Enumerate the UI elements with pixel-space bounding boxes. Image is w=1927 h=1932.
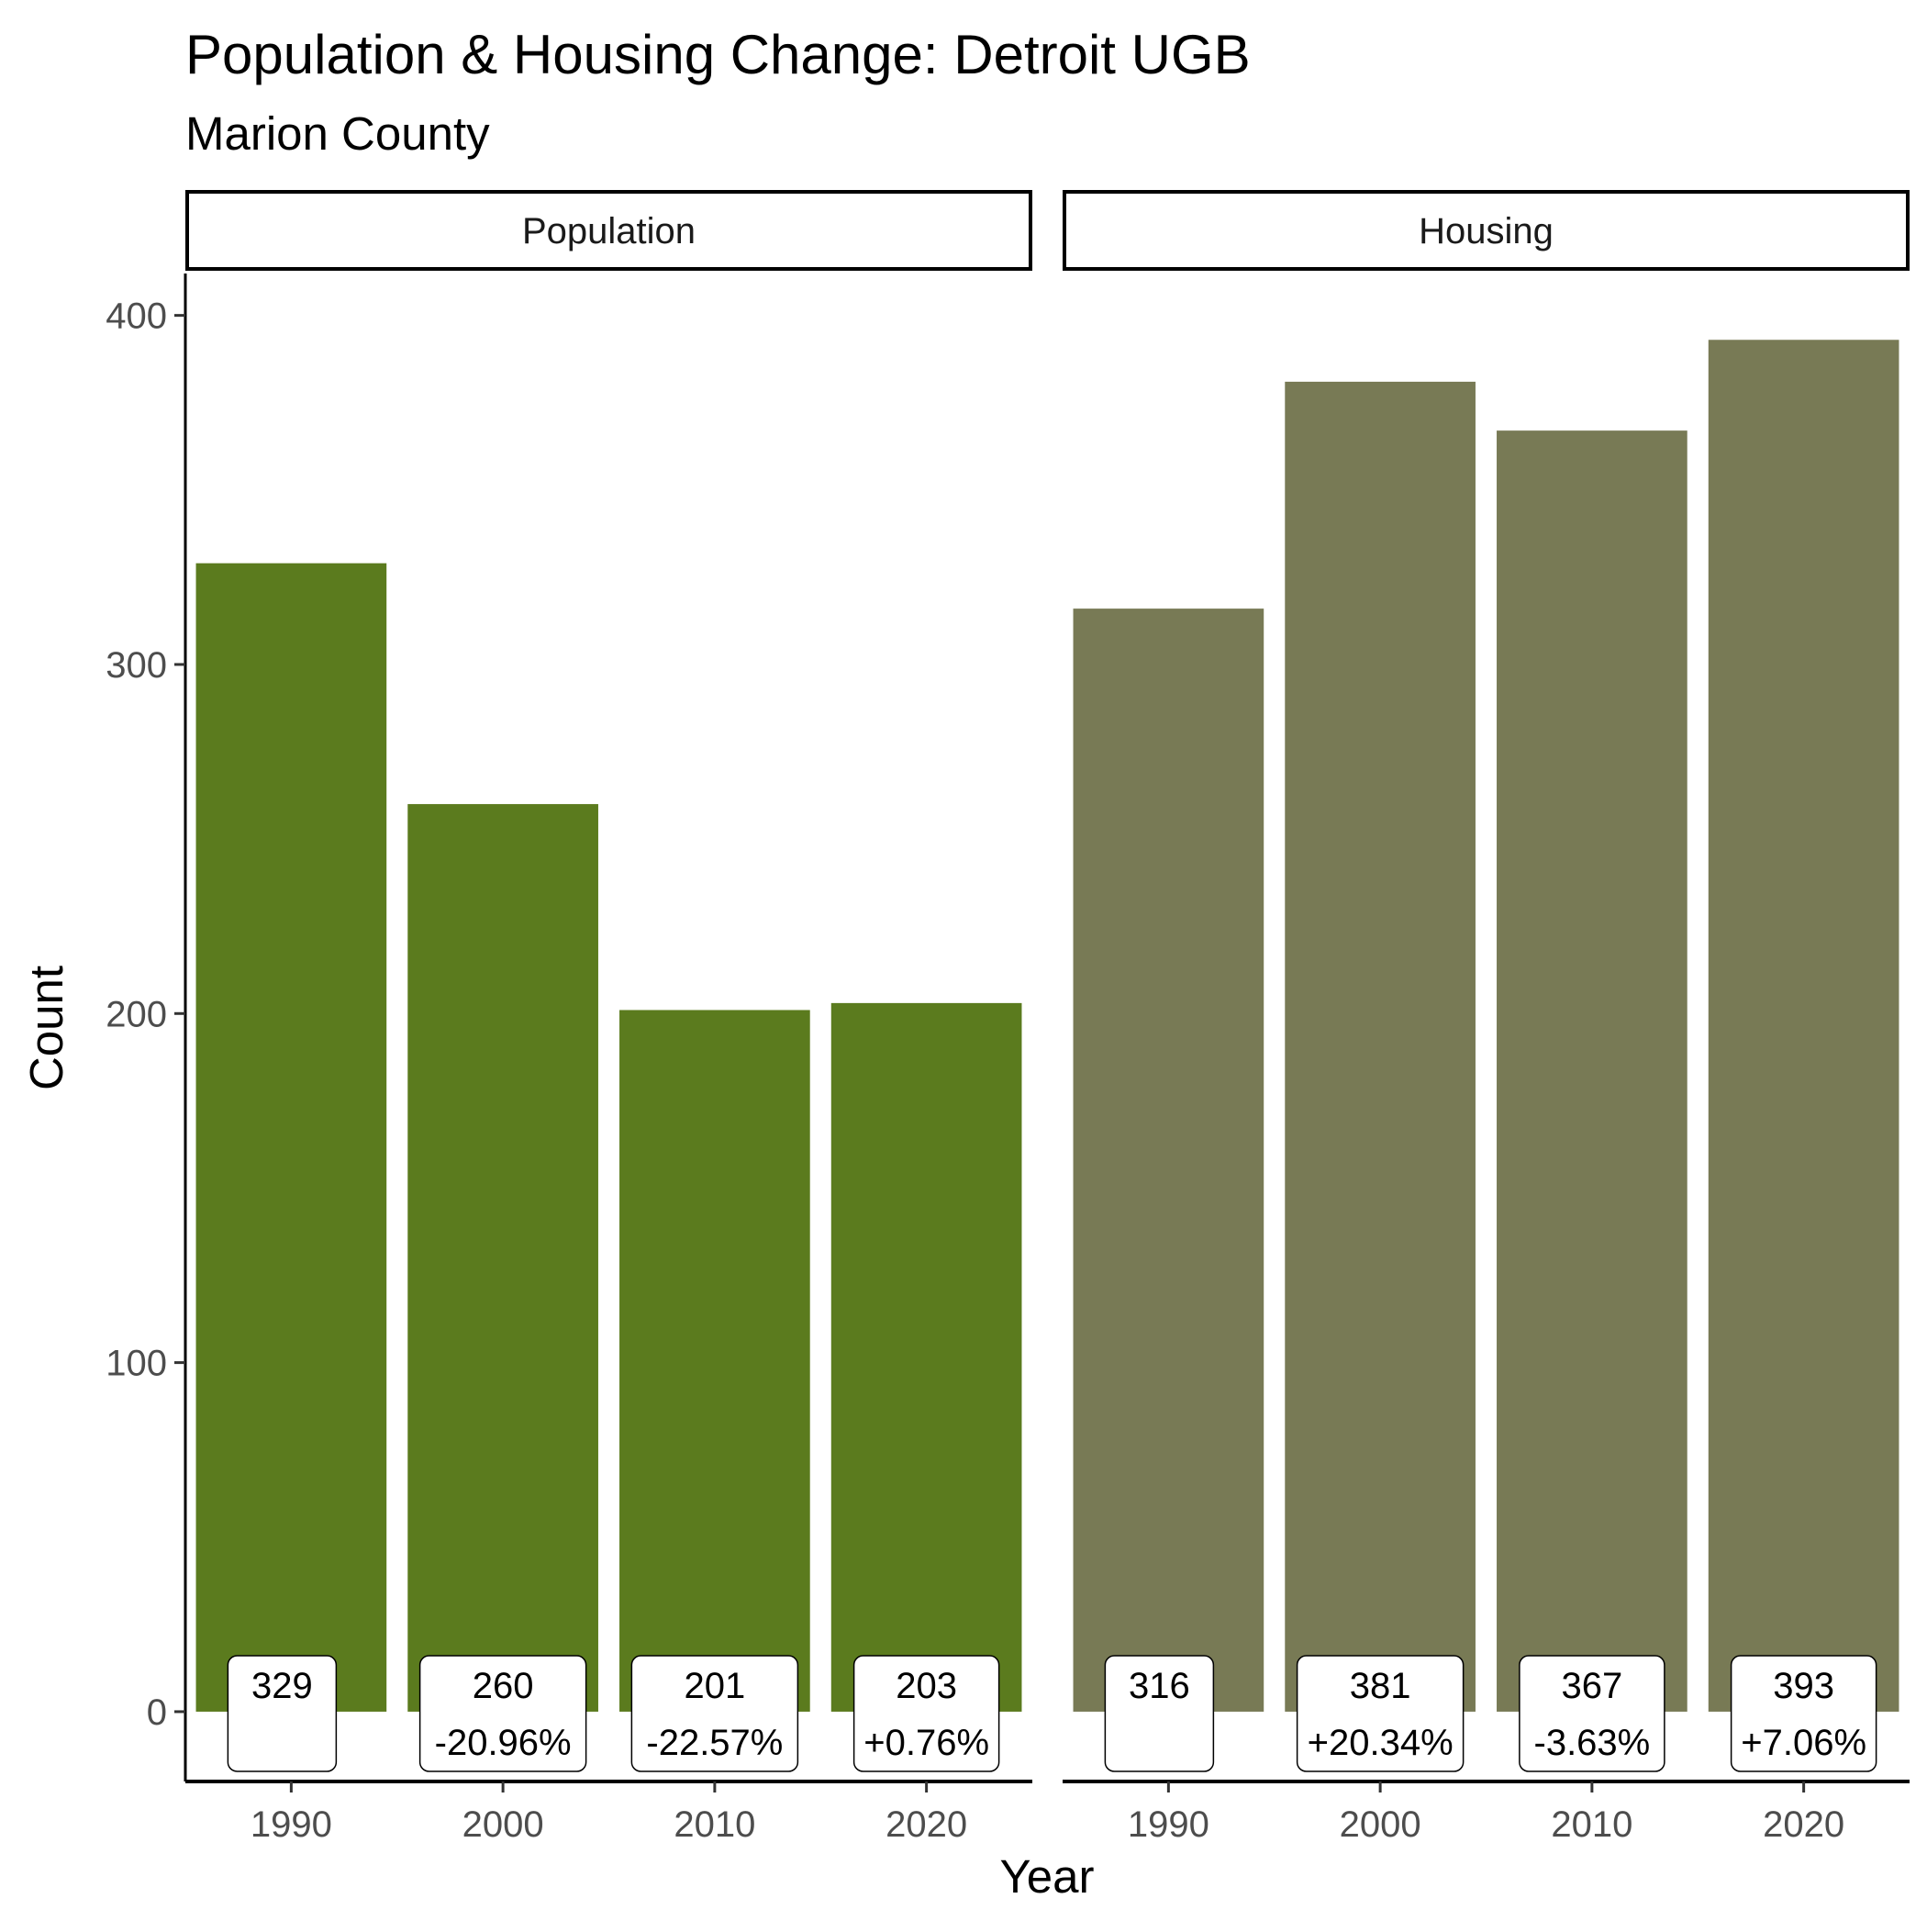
data-label-value: 393 <box>1773 1666 1834 1706</box>
facet-strip <box>185 190 1032 271</box>
y-tick-label: 100 <box>106 1344 167 1384</box>
data-label-value: 316 <box>1129 1666 1190 1706</box>
x-axis-title: Year <box>999 1850 1094 1903</box>
x-tick-label: 2010 <box>674 1804 755 1845</box>
facet-strip-label: Population <box>522 211 696 251</box>
y-tick-label: 200 <box>106 994 167 1034</box>
plot-layer: 0 100 200 300 400 Population 329 260 -20.96% 201 -… <box>106 190 1910 1845</box>
x-tick-label: 2020 <box>886 1804 967 1845</box>
data-label-box <box>630 1655 799 1772</box>
bar <box>1073 609 1264 1712</box>
data-label-box <box>418 1655 587 1772</box>
bar <box>1497 430 1688 1712</box>
data-label-box <box>1519 1655 1665 1772</box>
data-label-change: +0.76% <box>863 1723 989 1763</box>
data-label-value: 367 <box>1562 1666 1623 1706</box>
data-label-value: 201 <box>685 1666 746 1706</box>
y-tick-label: 300 <box>106 645 167 686</box>
data-label-change: -20.96% <box>435 1723 572 1763</box>
y-tick-label: 400 <box>106 296 167 337</box>
bar <box>1285 381 1476 1712</box>
data-label-box <box>1730 1655 1877 1772</box>
x-tick-label: 2010 <box>1551 1804 1632 1845</box>
x-tick-label: 1990 <box>1128 1804 1209 1845</box>
x-tick-label: 2000 <box>1340 1804 1421 1845</box>
data-label-change: +20.34% <box>1308 1723 1454 1763</box>
bar <box>195 563 387 1712</box>
data-label-box <box>852 1655 1000 1772</box>
x-tick-label: 2020 <box>1763 1804 1844 1845</box>
data-label-box <box>227 1655 338 1772</box>
bar <box>830 1002 1022 1712</box>
x-tick-label: 2000 <box>462 1804 544 1845</box>
y-axis-title: Count <box>20 966 72 1090</box>
bar <box>619 1010 810 1712</box>
data-label-change: -3.63% <box>1534 1723 1651 1763</box>
data-label-change: +7.06% <box>1741 1723 1866 1763</box>
facet-strip <box>1063 190 1910 271</box>
data-label-value: 203 <box>896 1666 957 1706</box>
data-label-box <box>1296 1655 1465 1772</box>
data-label-value: 329 <box>251 1666 313 1706</box>
data-label-box <box>1104 1655 1215 1772</box>
bar <box>407 804 598 1712</box>
x-tick-label: 1990 <box>251 1804 332 1845</box>
y-tick-label: 0 <box>147 1692 167 1733</box>
data-label-value: 381 <box>1350 1666 1411 1706</box>
chart-title: Population & Housing Change: Detroit UGB <box>185 24 1251 85</box>
chart-subtitle: Marion County <box>185 107 490 160</box>
bar <box>1708 340 1899 1712</box>
data-label-change: -22.57% <box>646 1723 783 1763</box>
facet-strip-label: Housing <box>1419 211 1554 251</box>
data-label-value: 260 <box>473 1666 534 1706</box>
